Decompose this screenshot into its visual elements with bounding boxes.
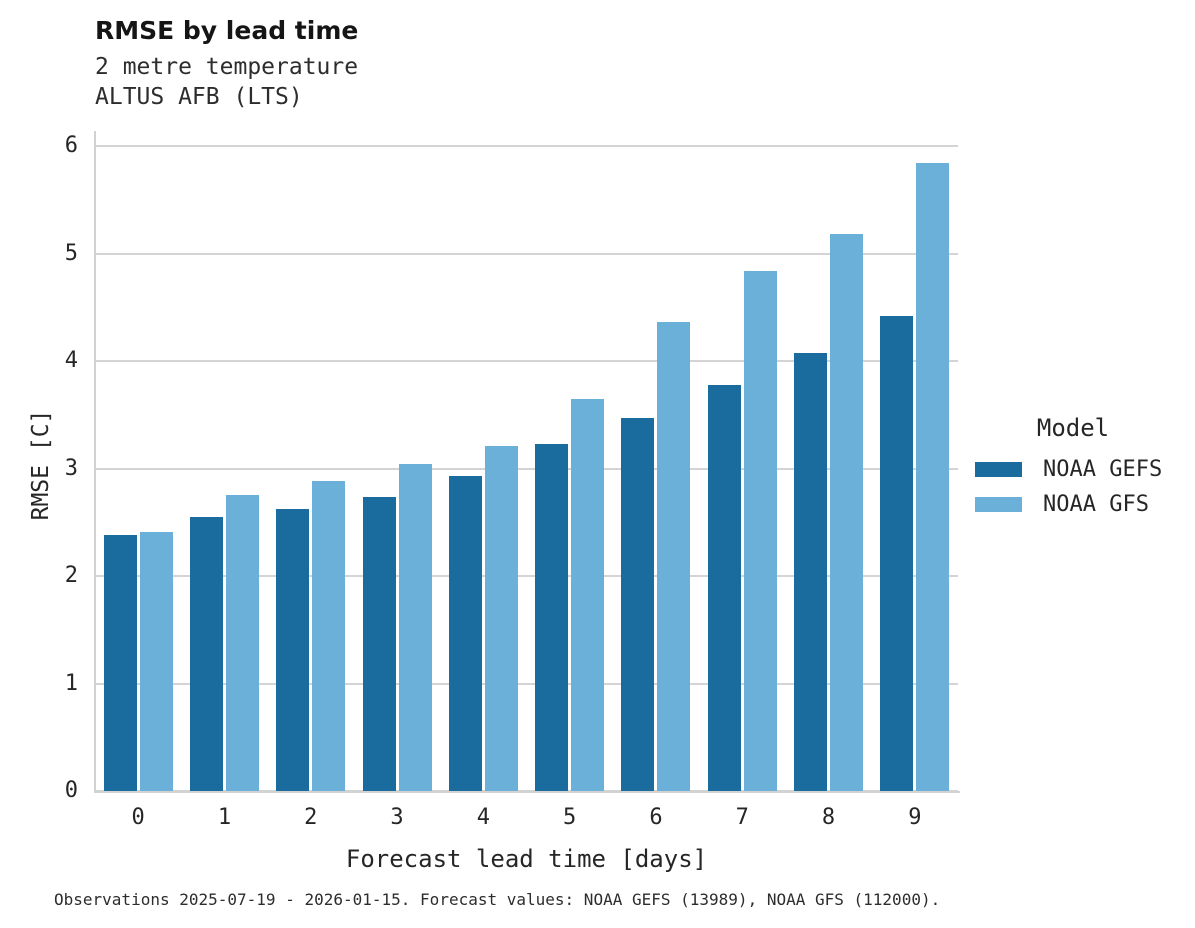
legend-item-noaa-gfs: NOAA GFS bbox=[975, 487, 1171, 522]
bar-noaa-gefs-lead-2 bbox=[276, 509, 310, 792]
x-tick-label-2: 2 bbox=[304, 805, 318, 830]
chart-subtitle: 2 metre temperature ALTUS AFB (LTS) bbox=[95, 52, 358, 112]
x-tick-label-3: 3 bbox=[390, 805, 404, 830]
x-tick-label-9: 9 bbox=[908, 805, 922, 830]
bar-noaa-gefs-lead-9 bbox=[880, 315, 914, 792]
legend-label-noaa-gefs: NOAA GEFS bbox=[1043, 457, 1163, 482]
legend-swatch-noaa-gfs bbox=[975, 497, 1022, 512]
bar-noaa-gefs-lead-0 bbox=[103, 535, 137, 792]
bar-noaa-gefs-lead-3 bbox=[362, 497, 396, 792]
x-tick-label-8: 8 bbox=[821, 805, 836, 830]
gridline-y-5 bbox=[95, 252, 958, 255]
bar-noaa-gefs-lead-5 bbox=[535, 443, 569, 792]
gridline-y-2 bbox=[95, 575, 958, 577]
bar-noaa-gefs-lead-1 bbox=[189, 516, 223, 792]
y-tick-label-4: 4 bbox=[64, 348, 78, 373]
y-tick-label-6: 6 bbox=[64, 133, 78, 158]
bar-noaa-gfs-lead-9 bbox=[916, 163, 950, 792]
bar-noaa-gfs-lead-2 bbox=[312, 481, 346, 792]
legend-label-noaa-gfs: NOAA GFS bbox=[1043, 492, 1149, 517]
plot-area bbox=[95, 135, 958, 792]
gridline-y-3 bbox=[95, 467, 958, 470]
x-tick-label-6: 6 bbox=[649, 805, 663, 830]
x-tick-label-0: 0 bbox=[131, 805, 145, 830]
x-tick-label-4: 4 bbox=[476, 805, 490, 830]
y-axis-line bbox=[94, 131, 96, 793]
y-tick-label-3: 3 bbox=[64, 455, 78, 481]
bar-noaa-gfs-lead-0 bbox=[139, 531, 173, 792]
caption: Observations 2025-07-19 - 2026-01-15. Fo… bbox=[54, 890, 941, 909]
bar-noaa-gefs-lead-7 bbox=[707, 384, 741, 792]
bar-noaa-gfs-lead-6 bbox=[657, 322, 691, 792]
y-tick-label-2: 2 bbox=[64, 563, 78, 588]
subtitle-line-2: ALTUS AFB (LTS) bbox=[95, 84, 303, 110]
bar-noaa-gfs-lead-7 bbox=[743, 270, 777, 792]
x-tick-label-5: 5 bbox=[563, 805, 577, 830]
gridline-y-1 bbox=[95, 682, 958, 685]
y-tick-label-5: 5 bbox=[64, 240, 78, 266]
bar-noaa-gfs-lead-5 bbox=[571, 398, 605, 792]
bar-noaa-gefs-lead-8 bbox=[794, 353, 828, 792]
gridline-y-6 bbox=[95, 145, 958, 147]
x-axis-line bbox=[94, 791, 960, 793]
legend-title: Model bbox=[1036, 414, 1110, 442]
chart-title: RMSE by lead time bbox=[95, 16, 359, 45]
gridline-y-4 bbox=[95, 360, 958, 362]
y-tick-label-0: 0 bbox=[64, 778, 78, 803]
x-tick-label-1: 1 bbox=[217, 805, 232, 830]
legend-item-noaa-gefs: NOAA GEFS bbox=[975, 452, 1171, 487]
bar-noaa-gfs-lead-4 bbox=[484, 445, 518, 792]
bar-noaa-gefs-lead-4 bbox=[448, 475, 482, 792]
legend: Model NOAA GEFS NOAA GFS bbox=[975, 414, 1171, 522]
bar-noaa-gfs-lead-1 bbox=[225, 495, 259, 792]
subtitle-line-1: 2 metre temperature bbox=[95, 54, 359, 80]
x-axis-title: Forecast lead time [days] bbox=[345, 845, 708, 873]
bar-noaa-gfs-lead-3 bbox=[398, 464, 432, 792]
bar-noaa-gfs-lead-8 bbox=[830, 234, 864, 792]
x-tick-label-7: 7 bbox=[735, 805, 749, 830]
bar-noaa-gefs-lead-6 bbox=[621, 417, 655, 792]
y-tick-label-1: 1 bbox=[64, 670, 78, 696]
legend-swatch-noaa-gefs bbox=[975, 462, 1022, 477]
y-axis-title: RMSE [C] bbox=[28, 409, 54, 521]
